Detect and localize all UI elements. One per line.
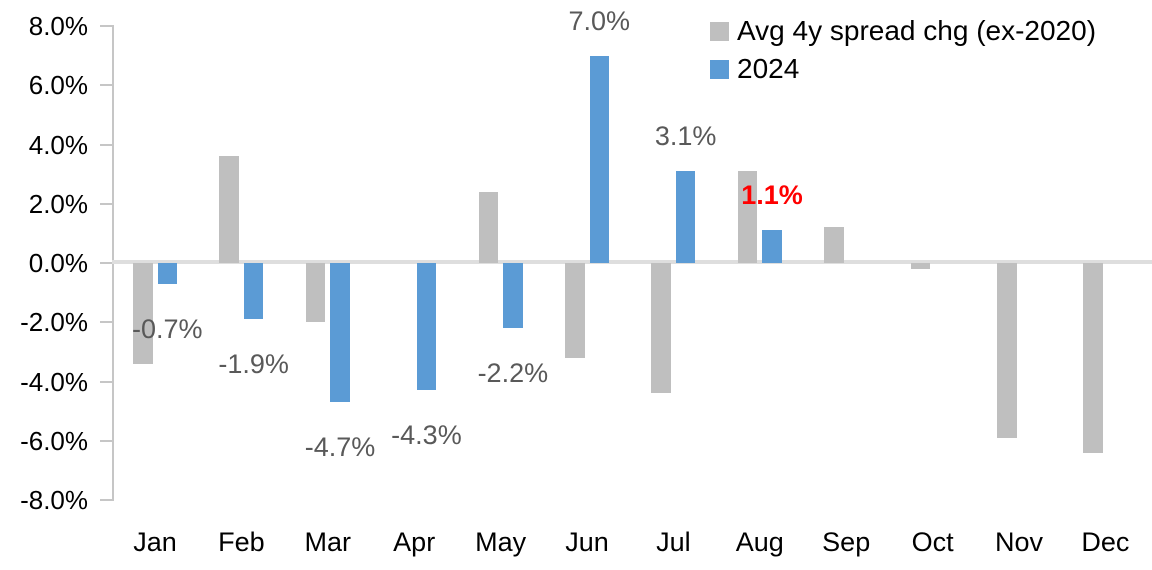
bar-mar-2024 — [330, 263, 350, 403]
bar-jun-avg — [565, 263, 585, 358]
y-tick-mark — [100, 143, 114, 146]
y-tick-mark — [100, 380, 114, 383]
bar-jun-2024 — [589, 55, 609, 263]
bar-jul-2024 — [675, 171, 696, 263]
data-label-apr: -4.3% — [391, 420, 462, 451]
y-tick-mark — [100, 321, 114, 324]
bar-sep-avg — [824, 227, 844, 263]
y-tick-mark — [100, 202, 114, 205]
bar-dec-avg — [1083, 263, 1103, 453]
y-tick-label: -4.0% — [20, 366, 88, 397]
x-tick-label-jun: Jun — [565, 527, 609, 557]
y-tick-mark — [100, 84, 114, 87]
y-tick-label: 4.0% — [28, 129, 88, 160]
legend-label-avg: Avg 4y spread chg (ex-2020) — [737, 15, 1097, 46]
x-tick-label-feb: Feb — [218, 527, 265, 557]
data-label-may: -2.2% — [477, 358, 549, 389]
x-tick-label-dec: Dec — [1081, 527, 1130, 557]
y-tick-mark — [100, 439, 114, 442]
y-tick-label: 0.0% — [28, 248, 88, 278]
bar-apr-2024 — [416, 263, 437, 391]
y-tick-mark — [100, 25, 114, 27]
legend: Avg 4y spread chg (ex-2020) 2024 — [710, 12, 1096, 88]
x-tick-label-oct: Oct — [911, 527, 954, 557]
data-label-jul: 3.1% — [654, 121, 717, 152]
bar-jan-2024 — [157, 263, 177, 284]
data-label-jan: -0.7% — [131, 313, 203, 344]
bar-may-2024 — [503, 263, 523, 329]
x-tick-label-may: May — [475, 527, 527, 557]
y-tick-label: -2.0% — [20, 307, 88, 338]
y-tick-label: -6.0% — [20, 425, 88, 456]
data-label-aug: 1.1% — [741, 180, 803, 211]
bar-feb-2024 — [243, 263, 264, 320]
x-tick-label-aug: Aug — [735, 527, 784, 557]
legend-swatch-blue — [710, 59, 729, 79]
x-tick-label-jan: Jan — [133, 527, 177, 557]
legend-entry-avg: Avg 4y spread chg (ex-2020) — [710, 12, 1096, 50]
legend-entry-2024: 2024 — [710, 50, 1096, 88]
y-tick-mark — [100, 499, 114, 501]
bar-oct-avg — [910, 263, 931, 269]
data-label-jun: 7.0% — [568, 5, 631, 36]
x-tick-label-mar: Mar — [304, 527, 352, 557]
data-label-feb: -1.9% — [218, 349, 289, 380]
x-tick-label-jul: Jul — [656, 527, 691, 557]
x-tick-label-sep: Sep — [822, 527, 871, 557]
y-tick-label: 6.0% — [28, 70, 88, 101]
y-tick-label: 8.0% — [28, 11, 88, 41]
bar-nov-avg — [997, 263, 1017, 438]
bar-aug-2024 — [762, 230, 782, 263]
bar-may-avg — [478, 191, 499, 263]
legend-label-2024: 2024 — [737, 53, 800, 84]
bar-mar-avg — [305, 263, 326, 323]
zero-gridline — [112, 260, 1152, 264]
y-tick-label: 2.0% — [28, 188, 88, 219]
y-tick-label: -8.0% — [20, 485, 88, 515]
data-label-mar: -4.7% — [304, 432, 376, 463]
x-tick-label-nov: Nov — [994, 527, 1044, 557]
bar-jul-avg — [651, 263, 671, 394]
bar-jan-avg — [133, 263, 153, 364]
bar-aug-avg — [737, 171, 758, 263]
x-tick-label-apr: Apr — [393, 527, 436, 557]
y-tick-mark — [100, 262, 114, 264]
legend-swatch-gray — [710, 21, 729, 41]
bar-feb-avg — [219, 156, 239, 263]
